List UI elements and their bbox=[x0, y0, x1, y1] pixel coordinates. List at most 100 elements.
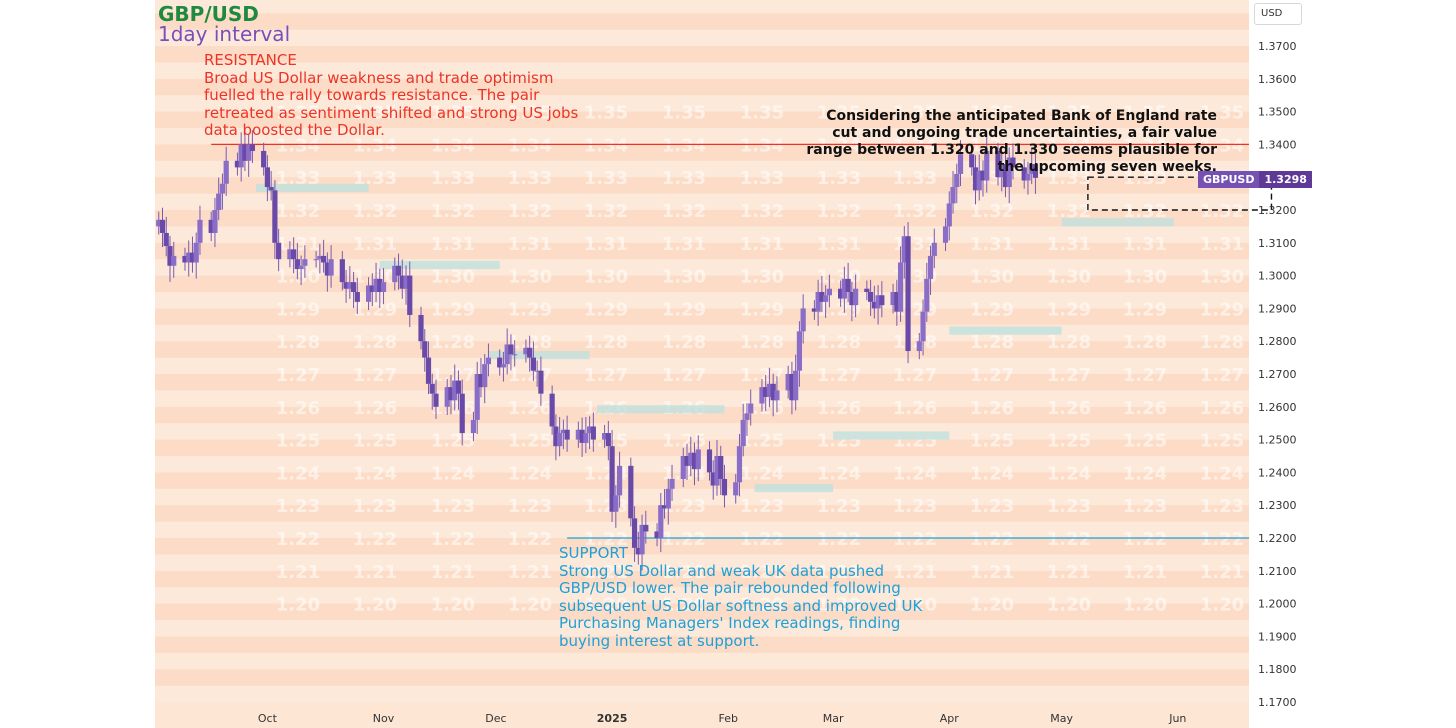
price-level-watermarks: 1.35 1.35 1.35 1.35 1.35 1.35 1.35 1.35 1.35 1.35… bbox=[276, 103, 1244, 616]
candle-body bbox=[272, 190, 278, 243]
candle bbox=[261, 142, 267, 176]
candle bbox=[916, 333, 922, 360]
candle bbox=[995, 142, 1001, 186]
watermark-price-label: 1.20 bbox=[893, 595, 937, 616]
watermark-price-label: 1.20 bbox=[1123, 595, 1167, 616]
watermark-price-label: 1.34 bbox=[1047, 135, 1091, 156]
watermark-price-label: 1.26 bbox=[970, 398, 1014, 419]
candle bbox=[425, 341, 432, 395]
background-band bbox=[155, 570, 1249, 588]
watermark-price-label: 1.27 bbox=[584, 365, 628, 386]
watermark-price-label: 1.22 bbox=[508, 529, 552, 550]
candle bbox=[999, 151, 1005, 192]
watermark-price-label: 1.32 bbox=[431, 201, 475, 222]
candle bbox=[276, 228, 282, 272]
fair-value-text-line: the upcoming seven weeks. bbox=[997, 159, 1217, 175]
watermark-price-label: 1.31 bbox=[1047, 234, 1091, 255]
candle-body bbox=[714, 456, 720, 486]
watermark-price-label: 1.34 bbox=[817, 135, 861, 156]
candle bbox=[587, 416, 593, 450]
watermark-price-label: 1.35 bbox=[970, 103, 1014, 124]
candle bbox=[789, 361, 795, 415]
watermark-price-label: 1.32 bbox=[276, 201, 320, 222]
candle-body bbox=[444, 387, 450, 407]
candle-body bbox=[616, 465, 623, 496]
candle bbox=[879, 281, 885, 318]
watermark-price-label: 1.28 bbox=[1123, 332, 1167, 353]
watermark-price-label: 1.20 bbox=[1047, 595, 1091, 616]
candle-body bbox=[972, 167, 979, 191]
watermark-price-label: 1.25 bbox=[740, 431, 784, 452]
candle-body bbox=[740, 419, 746, 447]
watermark-price-label: 1.28 bbox=[740, 332, 784, 353]
background-band bbox=[155, 62, 1249, 79]
candle bbox=[669, 464, 675, 501]
candle bbox=[695, 435, 701, 482]
highlight-zone bbox=[754, 483, 834, 493]
watermark-price-label: 1.21 bbox=[431, 562, 475, 583]
watermark-price-label: 1.23 bbox=[508, 496, 552, 517]
background-band bbox=[155, 554, 1249, 571]
candle bbox=[691, 442, 698, 486]
candle bbox=[740, 403, 746, 457]
candle bbox=[455, 370, 462, 410]
watermark-price-label: 1.20 bbox=[276, 595, 320, 616]
candle bbox=[470, 411, 477, 442]
price-tick-label: 1.1800 bbox=[1258, 663, 1297, 676]
background-band bbox=[155, 488, 1249, 506]
candle-body bbox=[189, 252, 196, 263]
candle-body bbox=[867, 292, 874, 302]
candle-body bbox=[193, 242, 199, 263]
watermark-price-label: 1.20 bbox=[740, 595, 784, 616]
watermark-price-label: 1.30 bbox=[662, 267, 706, 288]
candle-body bbox=[579, 429, 585, 443]
background-band bbox=[155, 111, 1249, 128]
background-band bbox=[155, 538, 1249, 555]
background-band bbox=[155, 390, 1249, 407]
candle bbox=[313, 251, 319, 268]
candle-body bbox=[838, 288, 844, 299]
watermark-price-label: 1.20 bbox=[1200, 595, 1244, 616]
candle bbox=[748, 389, 754, 426]
watermark-price-label: 1.21 bbox=[893, 562, 937, 583]
time-tick-label: Feb bbox=[718, 712, 737, 725]
candle-body bbox=[654, 531, 660, 538]
currency-selector[interactable]: USD bbox=[1254, 3, 1302, 25]
support-text-line: Strong US Dollar and weak UK data pushed bbox=[559, 561, 885, 580]
candle bbox=[294, 243, 300, 280]
background-band bbox=[155, 521, 1249, 538]
price-axis[interactable]: 1.37001.36001.35001.34001.33001.32001.31… bbox=[1258, 40, 1297, 709]
watermark-price-label: 1.20 bbox=[970, 595, 1014, 616]
candle-body bbox=[583, 433, 589, 443]
candle bbox=[560, 419, 566, 450]
candle-body bbox=[927, 255, 934, 279]
candle bbox=[291, 237, 297, 274]
candle bbox=[890, 283, 896, 314]
candle bbox=[324, 252, 330, 292]
candle-body bbox=[159, 219, 166, 233]
candle bbox=[422, 329, 428, 372]
candle bbox=[763, 374, 769, 412]
price-tick-label: 1.2500 bbox=[1258, 434, 1297, 447]
time-axis[interactable]: Oct Nov Dec 2025 Feb Mar Apr May Jun bbox=[258, 712, 1187, 725]
candle bbox=[972, 155, 979, 205]
candle-body bbox=[392, 265, 398, 283]
candle-body bbox=[748, 403, 754, 414]
candle-body bbox=[365, 285, 372, 302]
candle-body bbox=[242, 144, 248, 161]
candle-body bbox=[853, 288, 859, 306]
watermark-price-label: 1.25 bbox=[662, 431, 706, 452]
candle-body bbox=[969, 154, 975, 168]
candle bbox=[849, 281, 855, 322]
background-band bbox=[155, 13, 1249, 30]
candle bbox=[927, 245, 934, 295]
candle-body bbox=[497, 357, 503, 368]
watermark-price-label: 1.22 bbox=[817, 529, 861, 550]
candle-body bbox=[811, 308, 817, 312]
watermark-price-label: 1.30 bbox=[431, 267, 475, 288]
watermark-price-label: 1.25 bbox=[1123, 431, 1167, 452]
watermark-price-label: 1.22 bbox=[431, 529, 475, 550]
candle-body bbox=[736, 446, 743, 483]
candle-body bbox=[1029, 164, 1035, 174]
